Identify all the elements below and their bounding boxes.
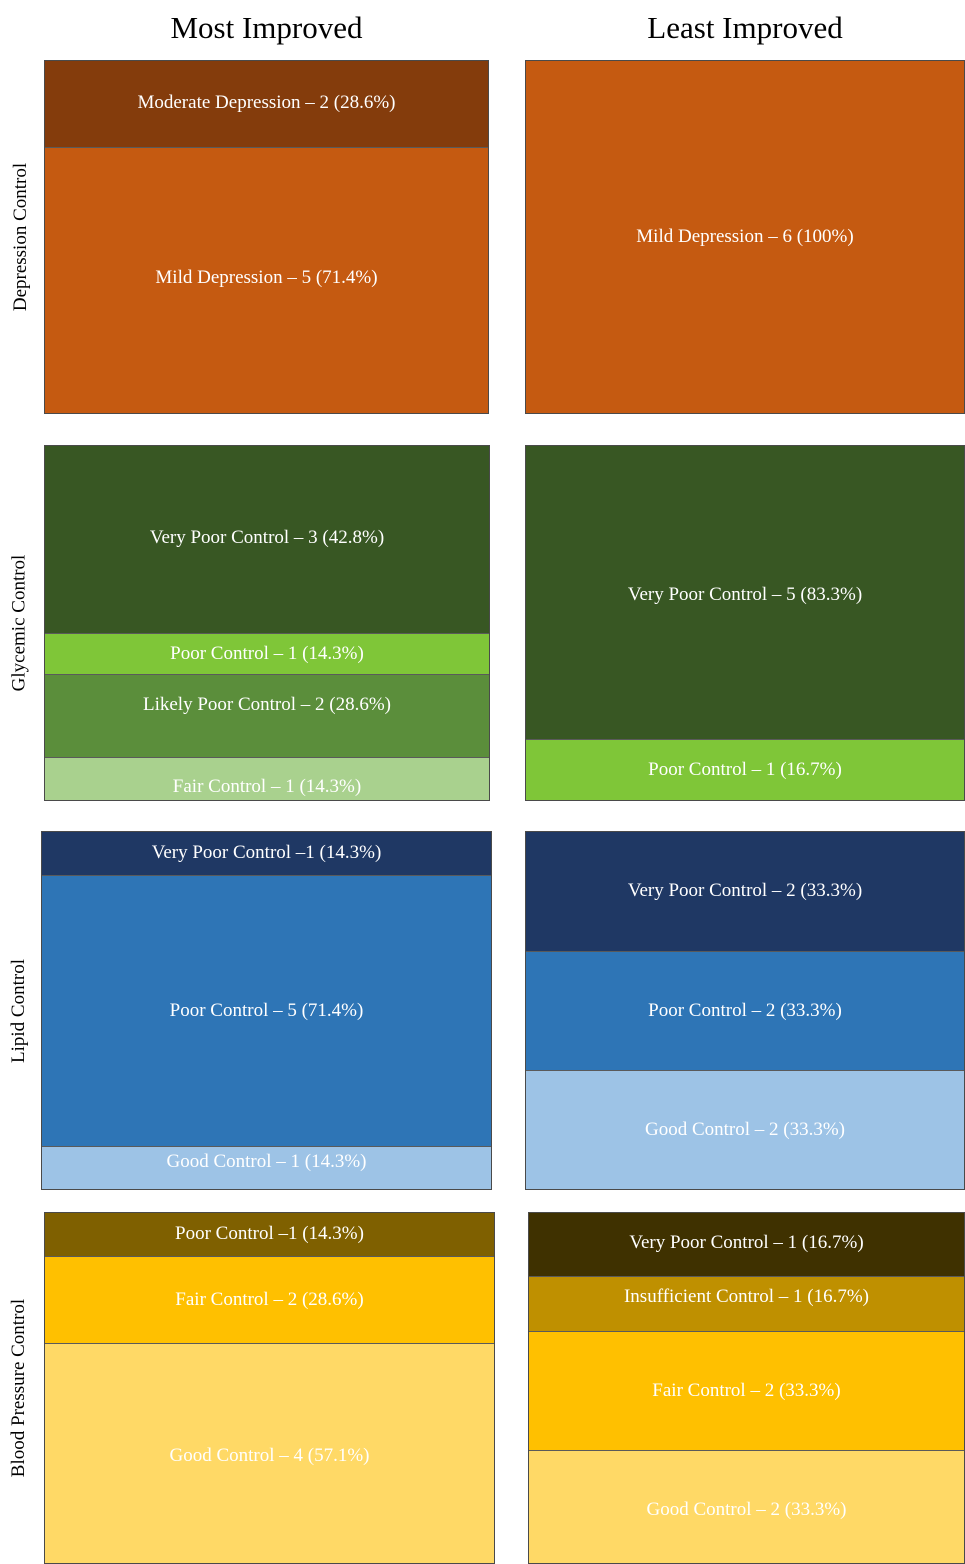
- panel-depression-control-least-improved: Mild Depression – 6 (100%): [525, 60, 965, 414]
- segment-poor-control: Poor Control –1 (14.3%): [45, 1213, 494, 1256]
- segment-label: Likely Poor Control – 2 (28.6%): [142, 694, 392, 716]
- row-label-blood-pressure: Blood Pressure Control: [8, 1298, 30, 1478]
- segment-label: Fair Control – 2 (28.6%): [175, 1288, 364, 1310]
- row-label-depression: Depression Control: [10, 162, 32, 312]
- segment-label: Good Control – 4 (57.1%): [169, 1445, 370, 1467]
- panel-blood-pressure-control-least-improved: Very Poor Control – 1 (16.7%) Insufficien…: [528, 1212, 965, 1564]
- column-title-least-improved: Least Improved: [647, 10, 843, 45]
- segment-poor-control: Poor Control – 1 (14.3%): [45, 632, 489, 675]
- row-label-glycemic: Glycemic Control: [8, 554, 30, 692]
- segment-fair-control: Fair Control – 2 (28.6%): [45, 1255, 494, 1344]
- segment-very-poor-control: Very Poor Control – 2 (33.3%): [526, 832, 964, 952]
- segment-label: Poor Control – 1 (16.7%): [648, 759, 842, 781]
- segment-label: Very Poor Control –1 (14.3%): [151, 842, 382, 863]
- segment-label: Fair Control – 2 (33.3%): [652, 1380, 841, 1402]
- segment-good-control: Good Control – 1 (14.3%): [42, 1146, 491, 1189]
- segment-mild-depression: Mild Depression – 5 (71.4%): [45, 146, 488, 413]
- segment-fair-control: Fair Control – 1 (14.3%): [45, 756, 489, 800]
- segment-label: Good Control – 1 (14.3%): [166, 1151, 367, 1173]
- row-label-lipid: Lipid Control: [8, 958, 30, 1063]
- segment-label: Fair Control – 1 (14.3%): [172, 775, 362, 797]
- segment-label: Mild Depression – 6 (100%): [636, 226, 854, 247]
- segment-fair-control: Fair Control – 2 (33.3%): [529, 1331, 964, 1450]
- segment-poor-control: Poor Control – 5 (71.4%): [42, 875, 491, 1147]
- panel-lipid-control-most-improved: Very Poor Control –1 (14.3%) Poor Control…: [41, 831, 492, 1190]
- segment-likely-poor-control: Likely Poor Control – 2 (28.6%): [45, 674, 489, 757]
- column-title-most-improved: Most Improved: [170, 10, 363, 45]
- segment-label: Insufficient Control – 1 (16.7%): [623, 1285, 870, 1307]
- segment-label: Poor Control – 2 (33.3%): [648, 1000, 842, 1022]
- segment-label: Mild Depression – 5 (71.4%): [155, 266, 378, 288]
- segment-poor-control: Poor Control – 1 (16.7%): [526, 739, 964, 800]
- segment-good-control: Good Control – 2 (33.3%): [526, 1070, 964, 1189]
- segment-label: Good Control – 2 (33.3%): [644, 1119, 845, 1141]
- segment-very-poor-control: Very Poor Control – 5 (83.3%): [526, 446, 964, 740]
- panel-blood-pressure-control-most-improved: Poor Control –1 (14.3%) Fair Control – 2 …: [44, 1212, 495, 1564]
- segment-label: Poor Control – 5 (71.4%): [169, 1000, 364, 1022]
- panel-glycemic-control-most-improved: Very Poor Control – 3 (42.8%) Poor Contro…: [44, 445, 490, 801]
- segment-poor-control: Poor Control – 2 (33.3%): [526, 951, 964, 1071]
- segment-good-control: Good Control – 4 (57.1%): [45, 1343, 494, 1563]
- segment-label: Moderate Depression – 2 (28.6%): [137, 92, 396, 113]
- segment-good-control: Good Control – 2 (33.3%): [529, 1449, 964, 1563]
- segment-label: Very Poor Control – 1 (16.7%): [629, 1232, 864, 1253]
- segment-label: Very Poor Control – 3 (42.8%): [149, 527, 385, 548]
- panel-depression-control-most-improved: Moderate Depression – 2 (28.6%) Mild Depr…: [44, 60, 489, 414]
- segment-label: Poor Control – 1 (14.3%): [170, 642, 364, 664]
- panel-glycemic-control-least-improved: Very Poor Control – 5 (83.3%) Poor Contro…: [525, 445, 965, 801]
- segment-label: Good Control – 2 (33.3%): [646, 1498, 847, 1520]
- segment-label: Poor Control –1 (14.3%): [175, 1223, 364, 1244]
- segment-label: Very Poor Control – 2 (33.3%): [627, 880, 863, 901]
- segment-very-poor-control: Very Poor Control –1 (14.3%): [42, 832, 491, 876]
- segment-moderate-depression: Moderate Depression – 2 (28.6%): [45, 61, 488, 147]
- segment-very-poor-control: Very Poor Control – 3 (42.8%): [45, 446, 489, 633]
- segment-very-poor-control: Very Poor Control – 1 (16.7%): [529, 1213, 964, 1276]
- segment-mild-depression: Mild Depression – 6 (100%): [526, 61, 964, 413]
- segment-label: Very Poor Control – 5 (83.3%): [627, 584, 863, 605]
- panel-lipid-control-least-improved: Very Poor Control – 2 (33.3%) Poor Contro…: [525, 831, 965, 1190]
- segment-insufficient-control: Insufficient Control – 1 (16.7%): [529, 1275, 964, 1332]
